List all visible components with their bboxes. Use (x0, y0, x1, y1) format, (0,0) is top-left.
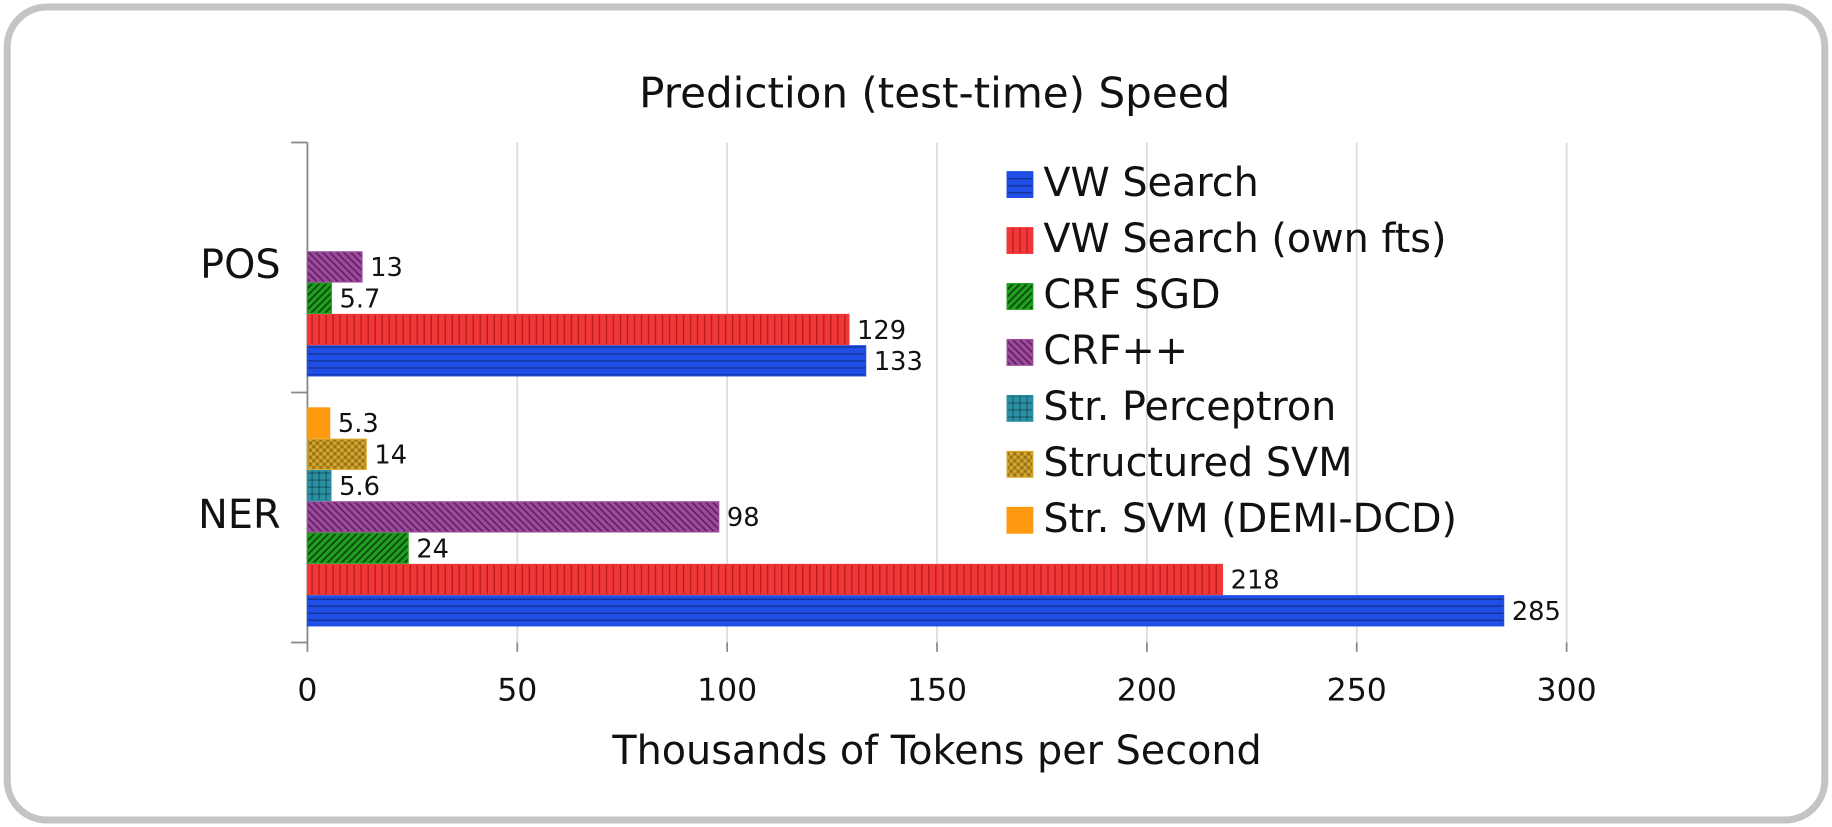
value-label: 133 (874, 347, 923, 377)
legend-swatch (1006, 338, 1034, 366)
value-label: 218 (1231, 566, 1280, 596)
legend-swatch (1006, 506, 1034, 534)
y-tick-label: NER (198, 492, 280, 538)
value-label: 5.6 (339, 472, 380, 502)
x-tick-label: 200 (1117, 673, 1177, 709)
x-tick-label: 100 (697, 673, 757, 709)
value-label: 98 (727, 503, 760, 533)
value-label: 13 (370, 253, 403, 283)
y-tick-label: POS (200, 242, 280, 288)
value-label: 5.7 (340, 284, 381, 314)
x-tick-label: 150 (907, 673, 967, 709)
x-tick-label: 300 (1537, 673, 1597, 709)
bar (306, 313, 850, 346)
legend-label: VW Search (own fts) (1043, 216, 1446, 262)
bar (306, 407, 331, 439)
bar (306, 345, 867, 377)
legend-swatch (1006, 227, 1034, 254)
legend-label: CRF SGD (1043, 272, 1220, 318)
value-label: 5.3 (338, 409, 379, 439)
bar (306, 595, 1505, 627)
chart-title: Prediction (test-time) Speed (639, 68, 1230, 117)
value-label: 129 (857, 316, 906, 346)
legend-swatch (1006, 171, 1034, 198)
legend-label: Structured SVM (1043, 440, 1352, 486)
value-label: 24 (416, 534, 449, 564)
x-axis-label: Thousands of Tokens per Second (611, 728, 1261, 774)
bar (306, 469, 332, 502)
legend-swatch (1006, 394, 1034, 422)
bar (306, 532, 409, 564)
legend-label: CRF++ (1043, 328, 1188, 374)
x-tick-label: 50 (497, 673, 537, 709)
bar (306, 563, 1224, 596)
bar (306, 438, 367, 470)
value-label: 14 (374, 441, 407, 471)
legend-swatch (1006, 283, 1034, 310)
x-tick-label: 250 (1327, 673, 1387, 709)
bar (306, 251, 363, 283)
bar (306, 501, 720, 533)
legend-label: VW Search (1043, 160, 1258, 206)
legend-label: Str. SVM (DEMI-DCD) (1043, 496, 1457, 542)
value-label: 285 (1512, 597, 1561, 627)
legend-swatch (1006, 450, 1034, 478)
legend-label: Str. Perceptron (1043, 384, 1336, 430)
x-tick-label: 0 (297, 673, 317, 709)
bar (306, 282, 332, 314)
